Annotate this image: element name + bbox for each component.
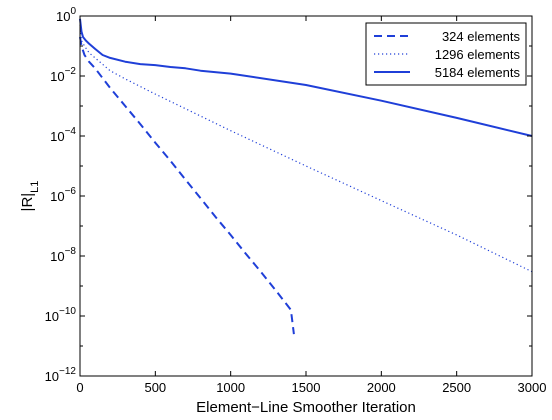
- y-tick-label: 10−10: [45, 306, 77, 324]
- y-axis-label: |R|L1: [19, 181, 41, 212]
- x-tick-label: 0: [76, 380, 83, 395]
- x-tick-label: 1000: [216, 380, 245, 395]
- y-axis-label-subscript: L1: [29, 181, 41, 193]
- x-tick-label: 3000: [518, 380, 547, 395]
- y-tick-label: 10−4: [50, 126, 76, 144]
- legend: 324 elements 1296 elements 5184 elements: [365, 22, 527, 86]
- y-tick-label: 10−6: [50, 186, 76, 204]
- x-tick-label: 1500: [292, 380, 321, 395]
- legend-label-1: 324 elements: [442, 29, 521, 44]
- x-ticks: 0 500 1000 1500 2000 2500 3000: [76, 16, 546, 395]
- y-tick-label: 10−2: [50, 66, 76, 84]
- x-tick-label: 500: [144, 380, 166, 395]
- y-tick-label: 10−8: [50, 246, 76, 264]
- legend-label-2: 1296 elements: [435, 47, 521, 62]
- x-axis-label: Element−Line Smoother Iteration: [196, 399, 416, 416]
- legend-box: [365, 22, 527, 86]
- svg-text:|R|L1: |R|L1: [19, 181, 41, 212]
- series-line-3: [79, 18, 533, 137]
- y-tick-label: 100: [56, 6, 76, 24]
- y-ticks: 100 10−2 10−4 10−6 10−8 10−10 10−12: [45, 6, 532, 384]
- x-tick-label: 2500: [442, 380, 471, 395]
- series-line-1: [79, 36, 295, 335]
- series-layer: [79, 18, 533, 335]
- y-axis-label-main: |R|: [19, 193, 36, 212]
- legend-label-3: 5184 elements: [435, 65, 521, 80]
- x-tick-label: 2000: [367, 380, 396, 395]
- y-tick-label: 10−12: [45, 366, 77, 384]
